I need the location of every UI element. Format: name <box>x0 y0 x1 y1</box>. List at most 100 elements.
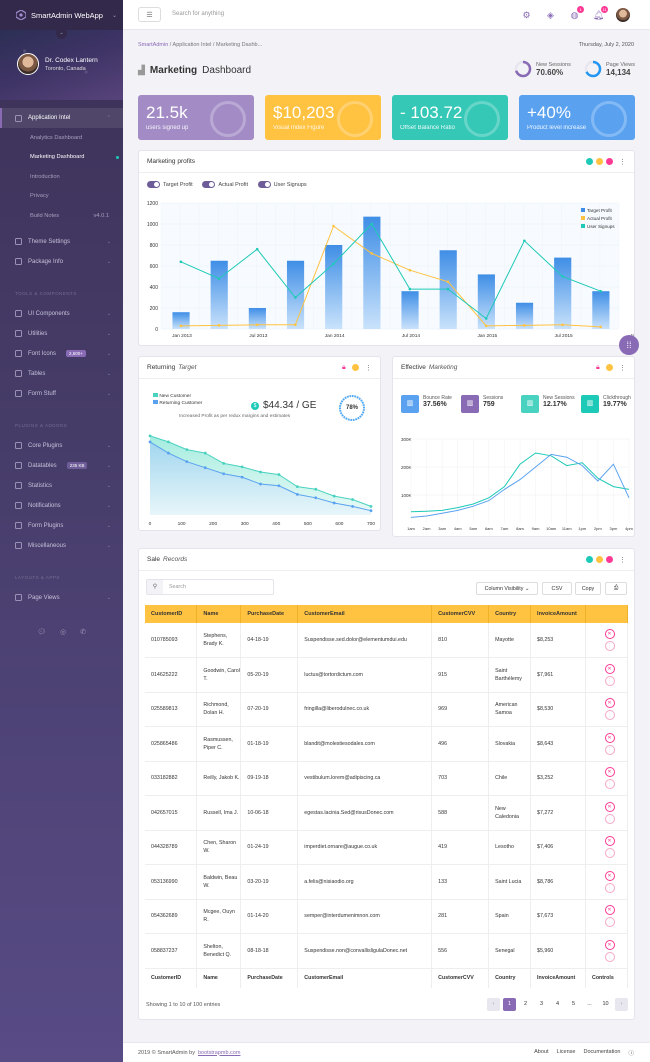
breadcrumb-section[interactable]: Application Intel <box>172 42 212 48</box>
menu-toggle-button[interactable]: ☰ <box>138 7 161 22</box>
column-header[interactable]: InvoiceAmount <box>530 605 586 623</box>
panel-color-dot[interactable] <box>596 158 603 165</box>
chat-icon[interactable]: 💬︎ <box>37 629 46 636</box>
table-row[interactable]: 025865486 Rasmussen, Piper C. 01-18-19 blan… <box>145 726 628 762</box>
table-row[interactable]: 042657015 Russell, Ima J. 10-06-18 egestas.… <box>145 795 628 831</box>
print-button[interactable]: ⎙ <box>605 582 627 595</box>
help-icon[interactable]: ⓘ <box>628 1050 634 1057</box>
panel-color-dot[interactable] <box>606 556 613 563</box>
footer-docs-link[interactable]: Documentation <box>583 1048 621 1055</box>
delete-icon[interactable]: ✕ <box>604 629 615 639</box>
more-vertical-icon[interactable]: ⋮ <box>619 159 626 166</box>
apps-cube-icon[interactable]: ◈ <box>547 9 554 20</box>
brand[interactable]: SmartAdmin WebApp ⌄ <box>0 0 123 30</box>
profile-name[interactable]: Dr. Codex Lantern <box>45 57 98 64</box>
column-header[interactable]: CustomerCVV <box>431 605 490 623</box>
edit-icon[interactable]: ⋮ <box>604 951 615 962</box>
column-header[interactable]: Name <box>196 605 242 623</box>
edit-icon[interactable]: ⋮ <box>604 641 615 651</box>
more-vertical-icon[interactable]: ⋮ <box>619 365 626 372</box>
page-button[interactable]: 5 <box>571 1001 576 1007</box>
search-input[interactable]: Search for anything <box>172 11 225 17</box>
avatar[interactable] <box>17 53 39 75</box>
column-header[interactable]: Country <box>488 605 532 623</box>
nav-datatables[interactable]: Datatables 235 KB ⌄ <box>0 456 123 476</box>
column-header[interactable] <box>585 605 628 623</box>
delete-icon[interactable]: ✕ <box>604 870 615 881</box>
toggle-user-signups[interactable]: User Signups <box>257 181 307 188</box>
nav-notifications[interactable]: Notifications ⌄ <box>0 496 123 516</box>
page-button[interactable]: 3 <box>539 1001 544 1007</box>
delete-icon[interactable]: ✕ <box>604 767 615 778</box>
delete-icon[interactable]: ✕ <box>604 939 615 950</box>
nav-analytics-dashboard[interactable]: Analytics Dashboard <box>30 134 83 141</box>
chevron-down-icon[interactable]: ⌄ <box>56 30 67 39</box>
nav-statistics[interactable]: Statistics ⌄ <box>0 476 123 496</box>
toggle-target-profit[interactable]: Target Profit <box>147 181 193 188</box>
nav-marketing-dashboard[interactable]: Marketing Dashboard <box>0 148 123 168</box>
prev-page-button[interactable]: ‹ <box>487 998 500 1011</box>
table-search-field[interactable]: ⚲ Search <box>146 579 274 595</box>
table-row[interactable]: 033182882 Reilly, Jakob K. 09-19-18 vestibu… <box>145 761 628 796</box>
table-row[interactable]: 054362689 Mcgee, Ouyn R. 01-14-20 semper@in… <box>145 899 628 934</box>
table-row[interactable]: 010785093 Stephens, Brady K. 04-18-19 Suspe… <box>145 623 628 658</box>
breadcrumb-home[interactable]: SmartAdmin <box>138 42 169 48</box>
edit-icon[interactable]: ⋮ <box>604 744 615 755</box>
delete-icon[interactable]: ✕ <box>604 801 615 812</box>
csv-button[interactable]: CSV <box>542 582 572 595</box>
bell-icon[interactable]: 🔔︎ 11 <box>592 5 608 20</box>
table-row[interactable]: 044328789 Chen, Sharon W. 01-24-19 imperdie… <box>145 830 628 865</box>
edit-icon[interactable]: ⋮ <box>604 710 615 721</box>
edit-icon[interactable]: ⋮ <box>604 917 615 928</box>
edit-icon[interactable]: ⋮ <box>604 779 615 790</box>
panel-color-dot[interactable] <box>352 364 359 371</box>
table-row[interactable]: 058837237 Shelton, Benedict Q. 08-18-18 Sus… <box>145 933 628 969</box>
nav-theme-settings[interactable]: Theme Settings ⌄ <box>0 232 123 252</box>
nav-form-stuff[interactable]: Form Stuff ⌄ <box>0 384 123 404</box>
more-vertical-icon[interactable]: ⋮ <box>619 557 626 564</box>
nav-application-intel[interactable]: Application Intel ⌃ <box>0 108 123 128</box>
header-avatar[interactable] <box>616 8 630 22</box>
delete-icon[interactable]: ✕ <box>604 836 615 847</box>
nav-tables[interactable]: Tables ⌄ <box>0 364 123 384</box>
nav-privacy[interactable]: Privacy <box>30 193 49 200</box>
apps-grid-button[interactable]: ⁞⁞ <box>619 335 639 355</box>
next-page-button[interactable]: › <box>615 998 628 1011</box>
delete-icon[interactable]: ✕ <box>604 698 615 709</box>
nav-miscellaneous[interactable]: Miscellaneous ⌄ <box>0 536 123 556</box>
column-header[interactable]: CustomerID <box>145 605 198 623</box>
lock-icon[interactable]: 🔒︎ <box>342 364 346 371</box>
nav-package-info[interactable]: Package Info ⌄ <box>0 252 123 272</box>
copy-button[interactable]: Copy <box>575 582 601 595</box>
settings-icon[interactable]: ⚙ <box>522 9 531 20</box>
panel-color-dot[interactable] <box>606 364 613 371</box>
table-row[interactable]: 025589813 Richmond, Dolan H. 07-20-19 fring… <box>145 692 628 727</box>
nav-utilities[interactable]: Utilities ⌄ <box>0 324 123 344</box>
footer-link[interactable]: bootstrapmb.com <box>197 1049 241 1056</box>
footer-about-link[interactable]: About <box>534 1048 549 1055</box>
toggle-actual-profit[interactable]: Actual Profit <box>202 181 248 188</box>
column-header[interactable]: PurchaseDate <box>240 605 299 623</box>
panel-color-dot[interactable] <box>586 158 593 165</box>
delete-icon[interactable]: ✕ <box>604 905 615 916</box>
edit-icon[interactable]: ⋮ <box>604 813 615 824</box>
panel-color-dot[interactable] <box>586 556 593 563</box>
column-header[interactable]: CustomerEmail <box>297 605 433 623</box>
chevron-down-icon[interactable]: ⌄ <box>111 12 118 19</box>
delete-icon[interactable]: ✕ <box>604 663 615 674</box>
footer-license-link[interactable]: License <box>556 1048 576 1055</box>
nav-form-plugins[interactable]: Form Plugins ⌄ <box>0 516 123 536</box>
page-button[interactable]: 4 <box>555 1001 560 1007</box>
table-row[interactable]: 053136990 Baldwin, Beau W. 03-20-19 a.felis… <box>145 864 628 900</box>
phone-icon[interactable]: ✆ <box>80 629 86 636</box>
column-visibility-button[interactable]: Column Visibility ⌄ <box>476 582 538 595</box>
page-button[interactable]: 10 <box>602 1001 609 1007</box>
panel-color-dot[interactable] <box>606 158 613 165</box>
table-row[interactable]: 014625222 Goodwin, Carol T. 05-20-19 luctus… <box>145 657 628 693</box>
nav-build-notes[interactable]: Build Notes v4.0.1 <box>30 212 109 219</box>
edit-icon[interactable]: ⋮ <box>604 848 615 859</box>
lock-icon[interactable]: 🔒︎ <box>596 364 600 371</box>
delete-icon[interactable]: ✕ <box>604 732 615 743</box>
nav-ui-components[interactable]: UI Components ⌄ <box>0 304 123 324</box>
nav-core-plugins[interactable]: Core Plugins ⌄ <box>0 436 123 456</box>
